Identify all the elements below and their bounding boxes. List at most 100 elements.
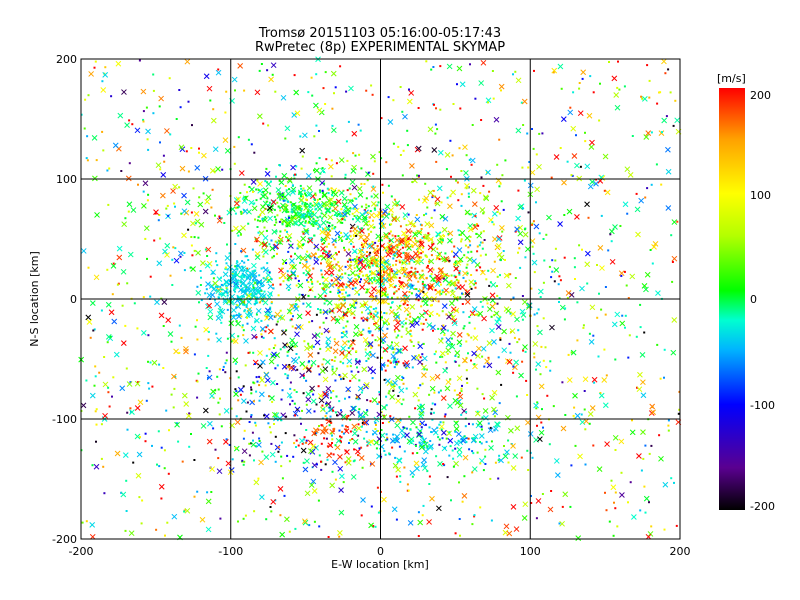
data-point-dot <box>671 280 674 283</box>
data-point-x <box>499 225 505 231</box>
data-point-dot <box>629 481 632 484</box>
data-point-x <box>310 398 317 405</box>
data-point-dot <box>278 277 281 280</box>
data-point-dot <box>460 390 463 393</box>
data-point-dot <box>331 124 334 127</box>
data-point-dot <box>253 302 256 305</box>
data-point-x <box>134 380 141 387</box>
data-point-dot <box>333 338 336 341</box>
data-point-dot <box>317 248 320 251</box>
data-point-dot <box>444 413 447 416</box>
data-point-dot <box>307 240 309 243</box>
data-point-dot <box>389 415 392 418</box>
data-point-dot <box>262 336 265 339</box>
data-point-dot <box>450 499 452 502</box>
data-point-x <box>521 299 528 305</box>
data-point-dot <box>334 379 337 382</box>
data-point-dot <box>351 438 354 440</box>
data-point-dot <box>396 204 399 207</box>
data-point-x <box>517 224 524 231</box>
data-point-dot <box>197 372 200 375</box>
data-point-dot <box>625 284 628 287</box>
data-point-dot <box>445 437 448 440</box>
data-point-dot <box>259 220 262 223</box>
data-point-x <box>611 75 618 82</box>
data-point-dot <box>476 410 479 413</box>
data-point-dot <box>369 270 372 273</box>
data-point-dot <box>351 312 354 315</box>
data-point-x <box>618 438 625 445</box>
data-point-dot <box>220 288 223 291</box>
data-point-x <box>337 530 343 536</box>
data-point-dot <box>496 211 499 213</box>
data-point-dot <box>241 290 244 293</box>
data-point-dot <box>409 333 412 336</box>
data-point-dot <box>454 276 457 279</box>
data-point-x <box>525 419 531 426</box>
data-point-dot <box>365 197 368 200</box>
data-point-dot <box>296 408 299 411</box>
data-point-dot <box>320 460 322 463</box>
data-point-x <box>181 392 188 399</box>
data-point-dot <box>457 229 460 232</box>
data-point-dot <box>436 312 439 315</box>
data-point-dot <box>126 282 129 285</box>
data-point-dot <box>369 210 372 213</box>
data-point-x <box>373 251 380 258</box>
data-point-x <box>223 278 230 285</box>
data-point-dot <box>566 160 569 163</box>
data-point-x <box>428 443 434 450</box>
data-point-dot <box>642 457 645 460</box>
data-point-dot <box>331 284 334 287</box>
data-point-dot <box>460 387 463 390</box>
data-point-dot <box>441 337 444 340</box>
data-point-x <box>559 520 565 527</box>
data-point-dot <box>177 440 180 443</box>
data-point-dot <box>453 274 456 277</box>
data-point-dot <box>262 255 265 258</box>
data-point-dot <box>308 206 311 209</box>
data-point-dot <box>536 325 539 328</box>
data-point-dot <box>457 199 460 202</box>
data-point-x <box>256 285 263 291</box>
data-point-dot <box>214 298 216 301</box>
data-point-dot <box>483 397 486 400</box>
data-point-x <box>204 198 210 205</box>
data-point-dot <box>273 208 276 211</box>
data-point-dot <box>273 224 276 226</box>
data-point-dot <box>93 328 96 331</box>
data-point-dot <box>419 240 422 243</box>
data-point-dot <box>344 461 347 464</box>
data-point-x <box>368 291 375 298</box>
data-point-x <box>251 262 257 269</box>
data-point-dot <box>287 210 290 213</box>
data-point-x <box>614 311 621 318</box>
data-point-dot <box>475 223 478 226</box>
data-point-dot <box>535 517 538 520</box>
data-point-dot <box>240 269 243 272</box>
data-point-dot <box>260 289 263 292</box>
data-point-x <box>493 116 500 123</box>
data-point-x <box>462 357 468 364</box>
data-point-dot <box>100 309 103 312</box>
data-point-dot <box>349 304 352 307</box>
data-point-dot <box>145 106 148 109</box>
data-point-dot <box>340 378 342 381</box>
data-point-dot <box>293 203 296 206</box>
data-point-x <box>394 422 401 429</box>
data-point-dot <box>339 221 342 224</box>
data-point-x <box>352 438 359 445</box>
data-point-dot <box>349 199 351 202</box>
data-point-x <box>380 223 387 229</box>
data-point-dot <box>334 356 337 359</box>
data-point-x <box>321 200 327 207</box>
data-point-x <box>158 95 164 102</box>
data-point-dot <box>366 317 369 320</box>
data-point-dot <box>375 259 378 261</box>
data-point-x <box>327 163 334 170</box>
data-point-dot <box>330 432 333 435</box>
data-point-dot <box>386 364 389 367</box>
data-point-x <box>323 276 329 283</box>
data-point-dot <box>414 443 417 446</box>
data-point-dot <box>487 101 489 104</box>
